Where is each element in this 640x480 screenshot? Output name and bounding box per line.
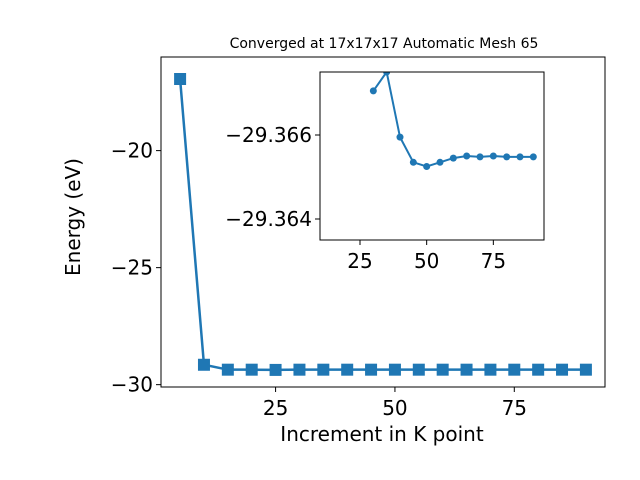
inset-data-point [449,154,457,162]
main-data-point [556,363,569,376]
main-data-point [436,363,449,376]
main-data-point [508,363,521,376]
main-data-point [412,363,425,376]
inset-data-point [529,153,537,161]
inset-x-tick-label: 50 [414,249,439,273]
inset-y-tick-label: −29.366 [225,123,312,147]
main-data-point [460,363,473,376]
main-data-point [221,363,234,376]
inset-data-point [396,133,404,141]
main-x-tick-label: 25 [263,396,288,420]
inset-data-point [369,87,377,95]
inset-series-0 [369,72,537,170]
main-data-point [293,363,306,376]
inset-axes: 25 50 75 −29.366 −29.364 [225,71,545,273]
inset-data-point [503,153,511,161]
inset-data-point [423,163,431,170]
main-data-point [197,358,210,371]
inset-data-point [436,158,444,166]
chart-title: Converged at 17x17x17 Automatic Mesh 65 [230,36,539,52]
main-data-point [341,363,354,376]
main-data-point [245,363,258,376]
x-axis-label: Increment in K point [280,422,484,446]
main-y-tick-label: −25 [111,256,153,280]
main-data-point [579,363,592,376]
y-axis-label: Energy (eV) [61,158,85,276]
main-data-point [269,363,282,376]
inset-data-point [489,152,497,160]
inset-data-point [409,158,417,166]
main-x-tick-label: 50 [382,396,407,420]
inset-x-tick-label: 75 [481,249,506,273]
main-data-point [174,73,187,85]
inset-data-point [516,153,524,161]
inset-data-point [383,72,391,76]
main-data-point [484,363,497,376]
inset-x-tick-label: 25 [347,249,372,273]
inset-y-tick-label: −29.364 [225,207,312,231]
main-x-tick-label: 75 [502,396,527,420]
inset-data-point [476,153,484,161]
main-data-point [388,363,401,376]
main-data-point [365,363,378,376]
main-y-tick-label: −30 [111,373,153,397]
main-data-point [317,363,330,376]
main-series-0 [174,73,592,376]
inset-frame [319,71,545,241]
main-data-point [532,363,545,376]
main-frame [160,56,606,388]
inset-data-point [463,152,471,160]
main-y-tick-label: −20 [111,139,153,163]
